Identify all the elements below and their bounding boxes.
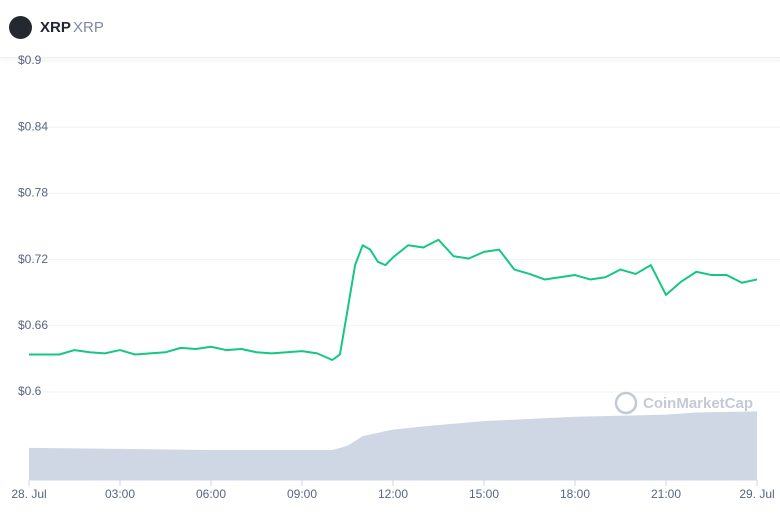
watermark: CoinMarketCap [614,391,753,415]
watermark-icon [614,391,638,415]
volume-area [29,411,757,480]
x-tick-label: 06:00 [196,487,226,501]
y-tick-label: $0.84 [18,119,48,133]
y-tick-label: $0.78 [18,186,48,200]
x-tick-label: 12:00 [378,487,408,501]
x-tick-label: 21:00 [651,487,681,501]
y-tick-label: $0.6 [18,384,42,398]
x-tick-label: 09:00 [287,487,317,501]
y-tick-label: $0.66 [18,318,48,332]
y-tick-label: $0.72 [18,252,48,266]
coin-symbol: XRP [40,19,71,36]
x-tick-label: 03:00 [105,487,135,501]
price-line [29,238,758,362]
x-tick-label: 15:00 [469,487,499,501]
header: XRP XRP [0,0,780,58]
watermark-text: CoinMarketCap [643,395,753,412]
x-tick-label: 29. Jul [739,487,774,501]
coin-logo [9,16,32,39]
x-tick-label: 28. Jul [11,487,46,501]
coin-name: XRP [73,19,104,36]
y-tick-label: $0.9 [18,53,42,67]
x-tick-label: 18:00 [560,487,590,501]
